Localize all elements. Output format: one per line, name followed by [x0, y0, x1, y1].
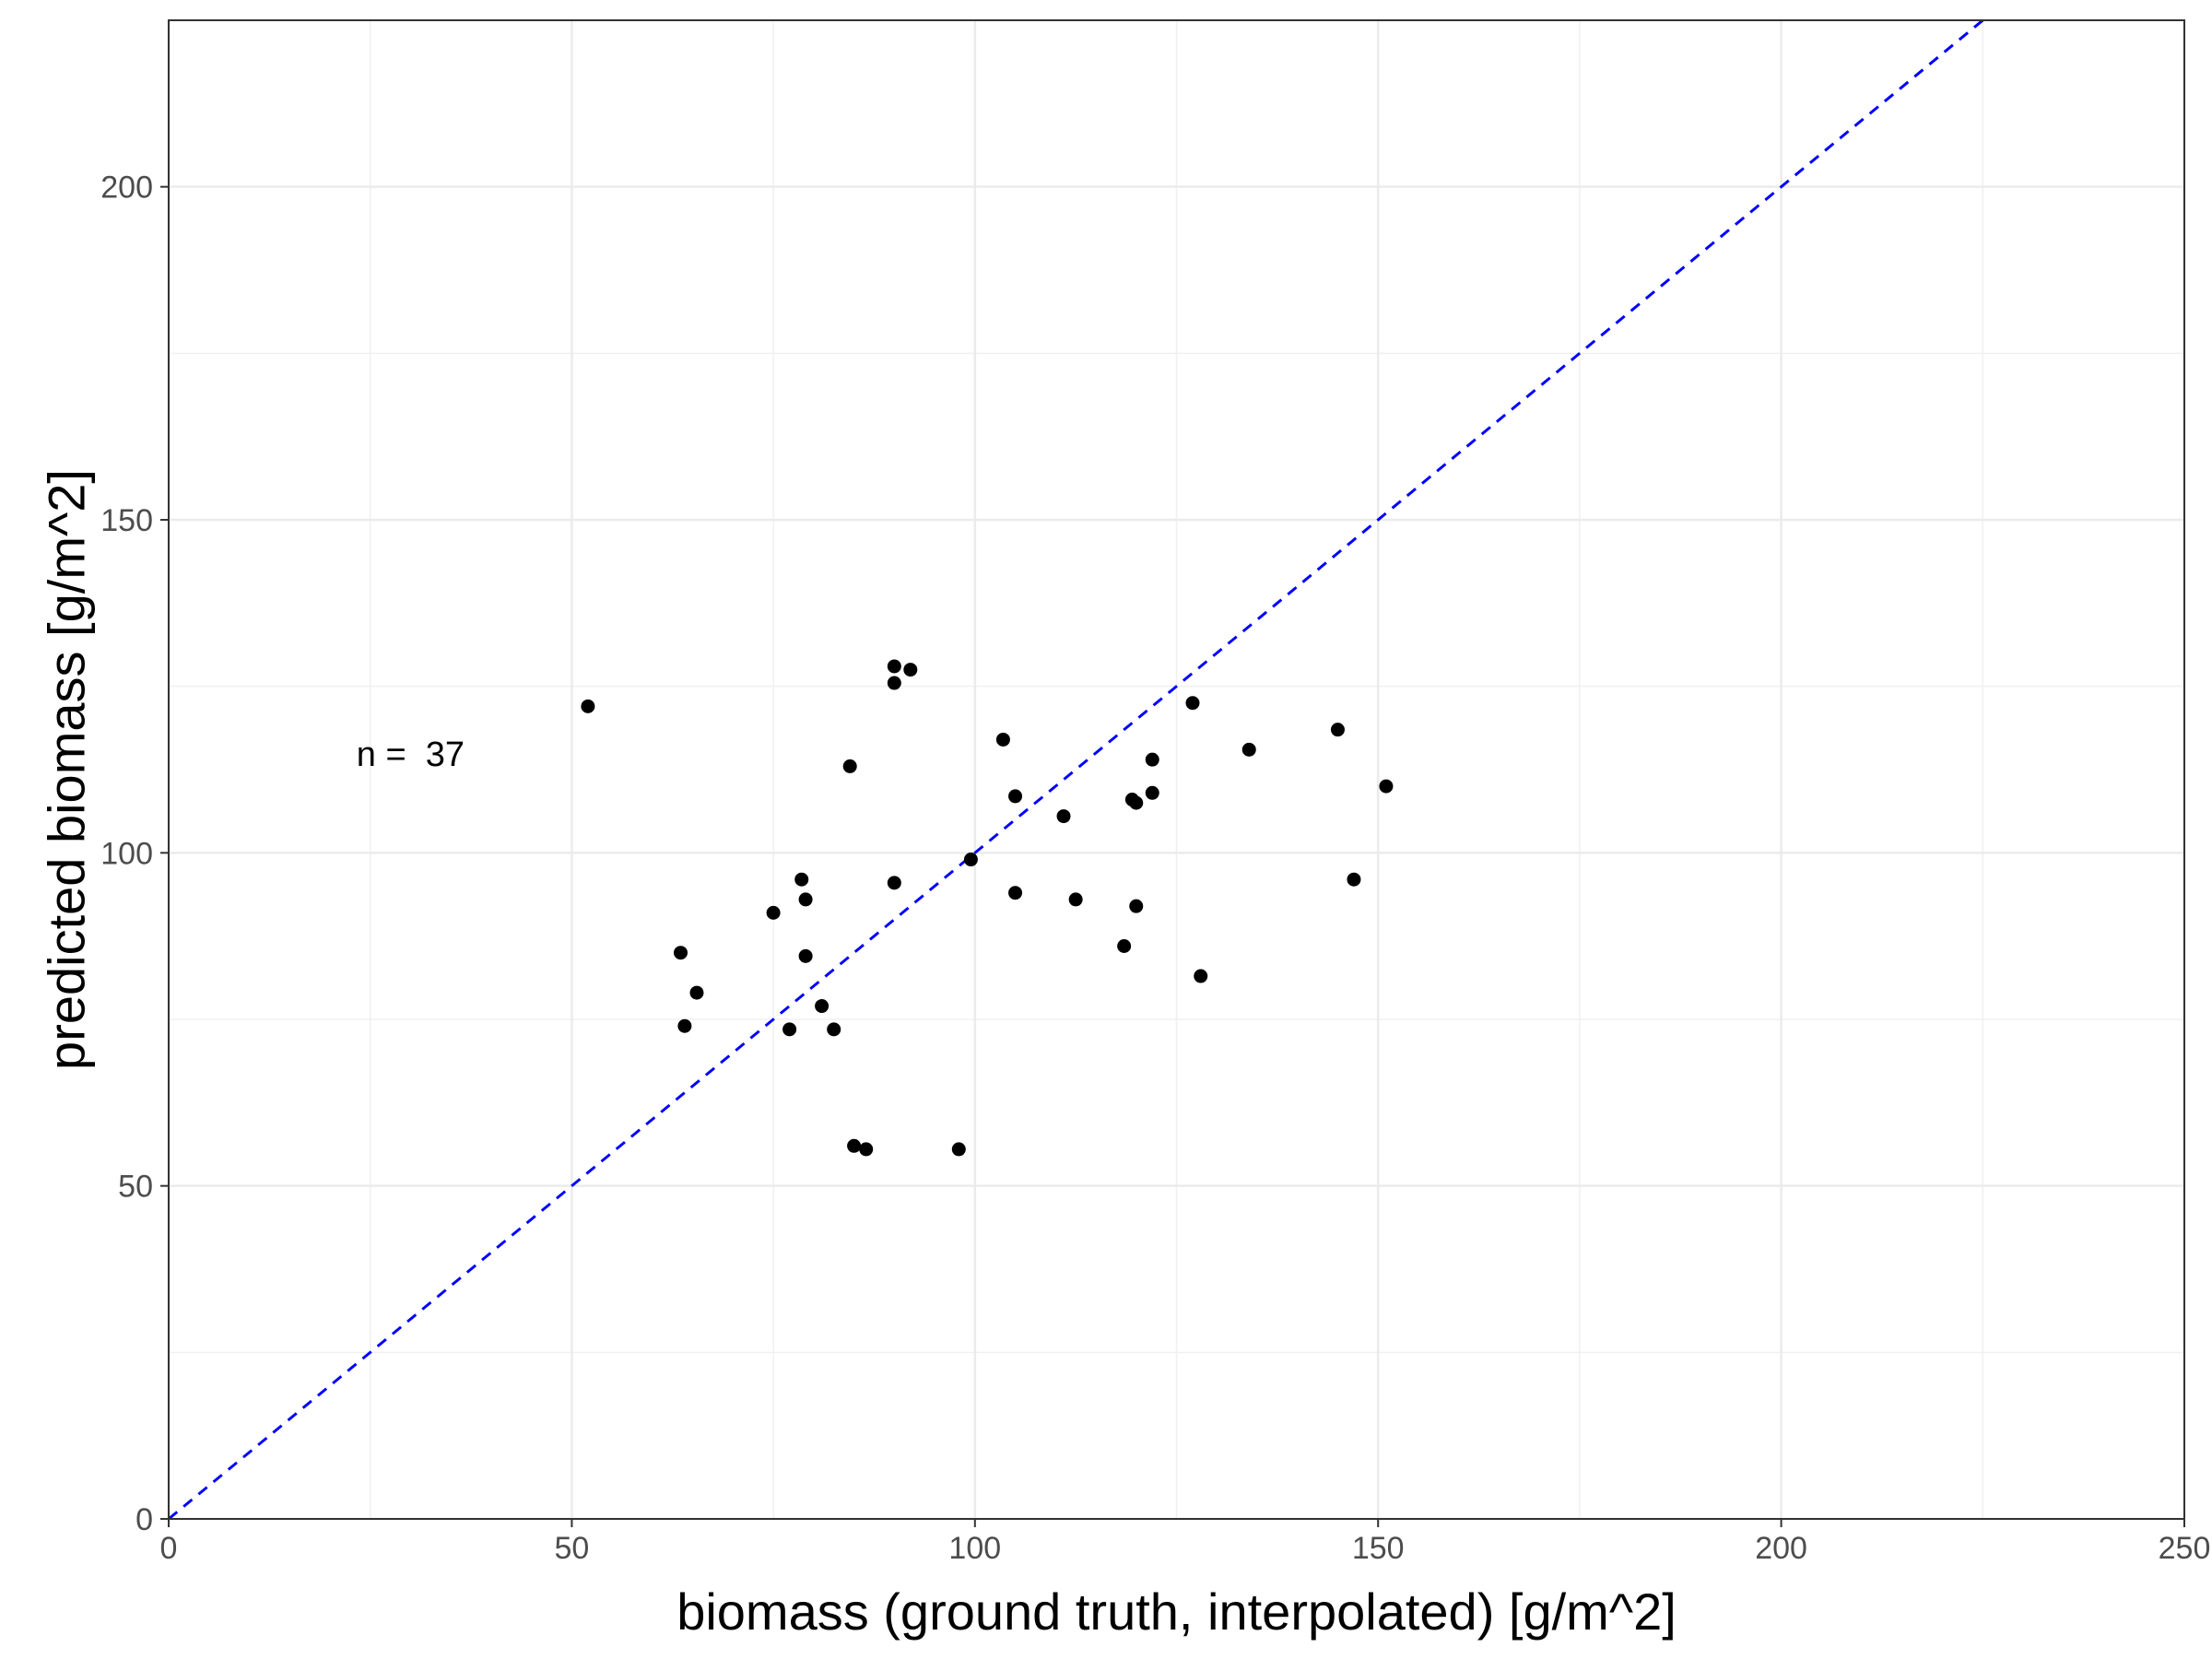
data-point [1194, 969, 1208, 983]
data-point [689, 985, 704, 1000]
data-point [887, 876, 901, 890]
y-axis-title: predicted biomass [g/m^2] [38, 469, 96, 1070]
data-point [1068, 892, 1083, 907]
sample-size-annotation: n = 37 [357, 735, 465, 774]
y-tick-label: 200 [100, 171, 153, 206]
x-tick-label: 50 [554, 1531, 589, 1566]
data-point [766, 905, 781, 920]
data-point [798, 892, 813, 907]
data-point [1145, 785, 1159, 800]
y-tick-label: 50 [118, 1170, 153, 1205]
data-point [798, 948, 813, 963]
data-point [847, 1138, 862, 1153]
data-point [794, 872, 809, 887]
data-point [903, 663, 918, 677]
data-point [677, 1018, 692, 1033]
data-point [1185, 696, 1200, 711]
data-point [1330, 723, 1345, 737]
data-point [1347, 872, 1361, 887]
data-point [842, 759, 857, 773]
data-point [1129, 899, 1144, 913]
data-point [827, 1022, 841, 1037]
data-point [995, 732, 1010, 747]
data-point [673, 946, 688, 960]
data-point [1008, 789, 1023, 804]
x-tick-label: 100 [948, 1531, 1001, 1566]
data-point [1117, 939, 1132, 954]
data-point [951, 1142, 966, 1157]
identity-reference-line [168, 18, 1984, 1521]
data-point [859, 1142, 874, 1157]
data-point [1145, 752, 1159, 767]
y-tick-label: 150 [100, 503, 153, 538]
x-tick-label: 200 [1755, 1531, 1807, 1566]
data-point [581, 699, 595, 713]
x-axis-title: biomass (ground truth, interpolated) [g/… [677, 1583, 1677, 1641]
data-point [1379, 779, 1394, 794]
data-points [581, 659, 1394, 1157]
y-tick-label: 0 [135, 1502, 153, 1537]
x-tick-label: 0 [160, 1531, 178, 1566]
x-axis-ticks: 0 50 100 150 200 250 [160, 1519, 2211, 1566]
data-point [1008, 886, 1023, 900]
x-tick-label: 150 [1352, 1531, 1405, 1566]
data-point [1241, 742, 1256, 757]
y-axis-ticks: 0 50 100 150 200 [100, 171, 169, 1537]
data-point [782, 1022, 797, 1037]
data-point [963, 853, 978, 867]
panel-border [168, 19, 2185, 1520]
data-point [1129, 795, 1144, 810]
y-tick-label: 100 [100, 836, 153, 871]
data-point [887, 659, 901, 674]
x-tick-label: 250 [2159, 1531, 2211, 1566]
data-point [1056, 809, 1071, 824]
data-point [887, 676, 901, 690]
data-point [815, 999, 830, 1014]
